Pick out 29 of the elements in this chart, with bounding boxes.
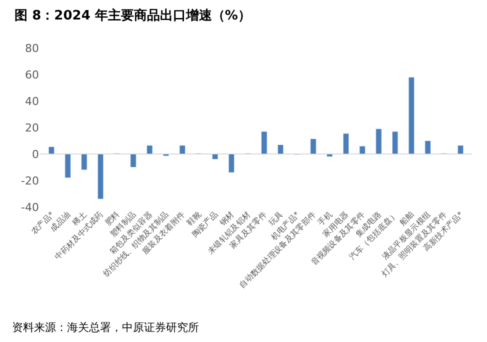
bar <box>81 154 88 170</box>
bar <box>342 133 350 154</box>
bar <box>179 145 186 154</box>
bar <box>277 144 284 154</box>
text: 资料来源：海关总署，中原证券研究所 <box>12 321 199 334</box>
bar <box>130 154 136 168</box>
bar <box>457 145 464 154</box>
y-tick-label: -40 <box>21 200 39 214</box>
y-tick-label: 80 <box>25 42 39 55</box>
bar <box>64 154 71 178</box>
y-tick-label: 40 <box>25 94 39 108</box>
y-tick-label: 0 <box>32 148 39 161</box>
bar <box>212 154 218 160</box>
y-tick-label: 20 <box>25 121 39 134</box>
bar <box>146 145 153 154</box>
bar <box>359 146 366 154</box>
bar <box>424 140 431 154</box>
bar <box>97 154 104 200</box>
y-tick-label: 60 <box>25 68 39 82</box>
bar <box>392 131 398 154</box>
chart-title: 图 8：2024 年主要商品出口增速（%） <box>14 7 251 24</box>
bar <box>326 154 333 157</box>
bar <box>48 146 55 154</box>
bar <box>228 154 235 173</box>
bar <box>376 128 382 154</box>
bar <box>408 76 415 154</box>
bar <box>261 131 268 154</box>
y-tick-label: -20 <box>21 174 39 188</box>
bar <box>310 138 316 154</box>
